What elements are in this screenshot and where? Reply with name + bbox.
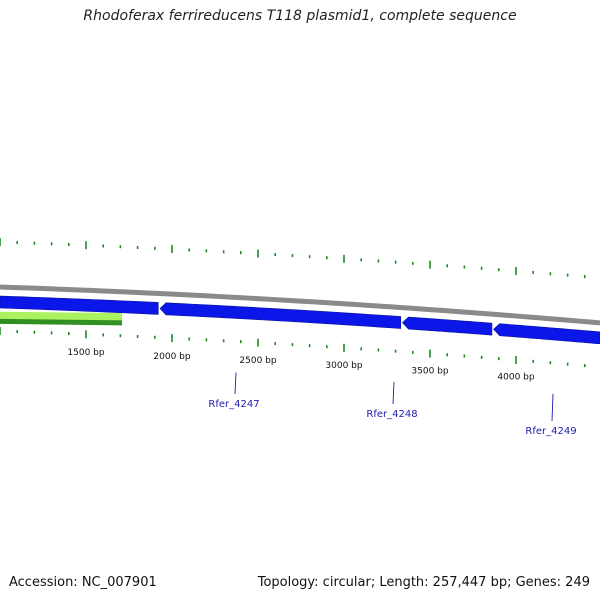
label-leader-Rfer_4249 [551,393,554,422]
gene-label-Rfer_4249[interactable]: Rfer_4249 [525,426,576,437]
gc-stripe [0,321,123,326]
backbone-line [0,284,600,326]
tick-label-1500: 1500 bp [67,348,104,358]
label-leader-Rfer_4247 [234,372,237,395]
gene-Rfer_4248[interactable] [402,316,493,336]
gene-Rfer_4249[interactable] [493,323,600,345]
gene-Rfer_4247[interactable] [159,302,402,329]
gc-stripe [0,311,123,316]
gene-segment-0[interactable] [0,295,159,315]
accession-text: Accession: NC_007901 [9,575,157,590]
label-leader-Rfer_4248 [392,382,395,405]
gc-stripe [0,318,123,323]
gene-label-Rfer_4247[interactable]: Rfer_4247 [208,399,259,410]
sequence-backbone [0,284,600,326]
gene-label-Rfer_4248[interactable]: Rfer_4248 [366,409,417,420]
tick-label-2000: 2000 bp [153,352,190,362]
map-title: Rhodoferax ferrireducens T118 plasmid1, … [83,8,517,24]
tick-label-2500: 2500 bp [239,356,276,366]
gc-stripe [0,316,123,321]
topology-summary: Topology: circular; Length: 257,447 bp; … [257,575,590,590]
scale-ticks: 1500 bp 2000 bp 2500 bp 3000 bp 3500 bp 4000 … [0,238,586,383]
tick-label-3500: 3500 bp [411,366,448,376]
gc-stripe [0,314,123,319]
gene-track [0,295,600,345]
tick-label-4000: 4000 bp [497,373,534,383]
gc-content-band [0,311,123,326]
tick-label-3000: 3000 bp [325,361,362,371]
gene-labels: Rfer_4247 Rfer_4248 Rfer_4249 [208,372,577,437]
